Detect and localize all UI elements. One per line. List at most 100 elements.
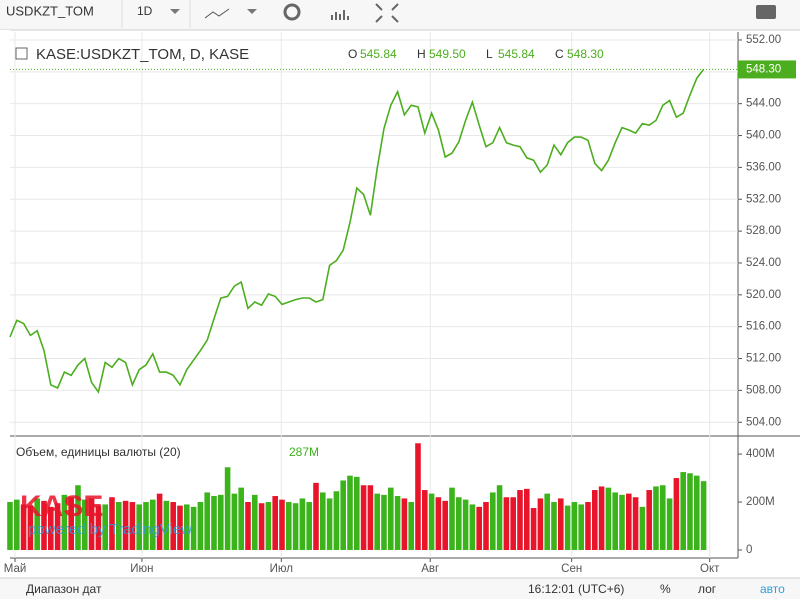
volume-bar [646, 490, 652, 550]
volume-bar [687, 473, 693, 550]
volume-bar [612, 492, 618, 550]
volume-bar [360, 485, 367, 550]
style-dropdown[interactable] [247, 9, 257, 14]
x-tick-label: Май [4, 563, 27, 575]
volume-last-value: 287M [289, 445, 319, 459]
volume-bar [163, 500, 170, 550]
x-tick-label: Июн [130, 563, 153, 575]
volume-bar [462, 499, 469, 550]
collapse-button[interactable] [15, 47, 28, 60]
volume-bar [299, 498, 306, 550]
volume-bar [54, 503, 61, 550]
volume-bar [653, 486, 659, 550]
volume-bar [503, 497, 510, 550]
snapshot-button[interactable] [756, 5, 776, 19]
volume-bar [639, 506, 646, 550]
volume-bar [619, 494, 625, 550]
volume-bar [388, 487, 394, 550]
volume-bar [442, 500, 448, 550]
interval-dropdown[interactable] [170, 9, 180, 14]
y-tick-label: 528.00 [746, 225, 781, 237]
settings-button[interactable] [283, 3, 301, 21]
volume-bar [449, 487, 455, 550]
ohlc-value: 545.84 [498, 47, 535, 61]
volume-bar [313, 482, 319, 550]
volume-bar [476, 506, 482, 550]
fullscreen-button[interactable] [375, 3, 399, 23]
x-tick-label: Июл [270, 563, 293, 575]
clock: 16:12:01 (UTC+6) [528, 582, 624, 596]
x-tick-label: Авг [421, 563, 439, 575]
y-tick-label: 512.00 [746, 353, 781, 365]
last-price-badge [738, 60, 796, 79]
volume-bar [109, 497, 115, 550]
volume-bar [578, 504, 584, 550]
volume-bar [496, 485, 503, 550]
volume-bar [673, 478, 680, 550]
volume-bar [537, 498, 544, 550]
chart-title: KASE:USDKZT_TOM, D, KASE [36, 46, 249, 63]
volume-bar [41, 500, 47, 550]
volume-bar [20, 504, 27, 550]
volume-bar [102, 504, 108, 550]
volume-bar [694, 475, 700, 550]
interval-button[interactable]: 1D [137, 4, 153, 18]
symbol-button[interactable]: USDKZT_TOM [6, 3, 94, 18]
indicators-button[interactable] [331, 10, 349, 20]
ohlc-key: C [555, 47, 564, 61]
last-price-label: 548.30 [746, 63, 781, 75]
percent-button[interactable]: % [660, 582, 671, 596]
volume-bar [592, 490, 598, 550]
volume-bar [95, 505, 102, 550]
date-range-button[interactable]: Диапазон дат [26, 582, 102, 596]
volume-bar [61, 494, 68, 550]
auto-button[interactable]: авто [760, 582, 785, 596]
volume-bar [75, 485, 81, 550]
y-tick-label: 536.00 [746, 161, 781, 173]
volume-bar [231, 493, 238, 550]
volume-bar [292, 503, 299, 550]
volume-bar [551, 502, 557, 550]
volume-bar [136, 504, 142, 550]
y-tick-label: 532.00 [746, 193, 781, 205]
volume-bar [605, 487, 612, 550]
volume-bar [211, 496, 217, 550]
volume-bar [279, 499, 285, 550]
log-button[interactable]: лог [698, 582, 717, 596]
volume-bar [14, 499, 20, 550]
volume-bar [27, 505, 34, 550]
volume-bar [252, 494, 258, 550]
volume-bar [218, 494, 224, 550]
volume-bar [245, 502, 251, 550]
volume-bar [394, 496, 401, 550]
volume-bar [571, 502, 578, 550]
volume-bar [401, 498, 408, 550]
volume-bar [666, 498, 673, 550]
volume-bar [333, 491, 340, 550]
volume-bar [197, 502, 204, 550]
volume-bar [258, 503, 265, 550]
volume-bar [660, 485, 666, 550]
volume-bar [170, 502, 176, 550]
y-tick-label: 520.00 [746, 289, 781, 301]
volume-bar [524, 488, 530, 550]
y-tick-label: 200M [746, 496, 775, 508]
ohlc-key: L [486, 47, 493, 61]
price-line [9, 68, 705, 394]
volume-title: Объем, единицы валюты (20) [16, 445, 181, 459]
volume-bar [122, 500, 129, 550]
volume-bar [408, 502, 414, 550]
volume-bar [7, 502, 13, 550]
volume-bar [88, 498, 95, 550]
volume-bar [585, 502, 591, 550]
volume-bar [422, 490, 428, 550]
volume-bar [367, 485, 374, 550]
volume-bar [530, 508, 537, 550]
y-tick-label: 504.00 [746, 416, 781, 428]
chart-style-button[interactable] [204, 8, 230, 19]
volume-bar [626, 493, 632, 550]
volume-bar [374, 493, 380, 550]
volume-bar [632, 497, 639, 550]
ohlc-key: O [348, 47, 357, 61]
y-tick-label: 516.00 [746, 321, 781, 333]
